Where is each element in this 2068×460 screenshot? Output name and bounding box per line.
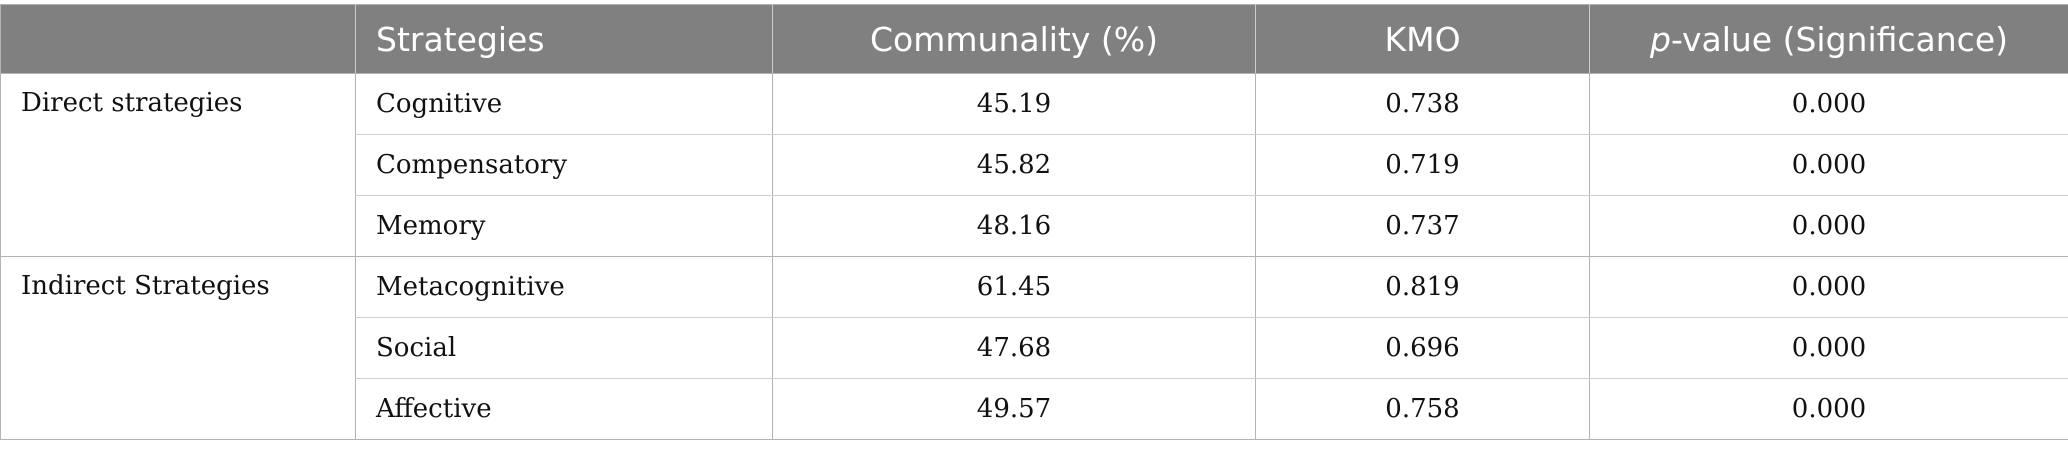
table-row: Compensatory 45.82 0.719 0.000 [1,134,2068,196]
p-value: 0.000 [1589,195,2068,257]
group-label: Direct strategies [0,73,356,257]
header-p-value: p-value (Significance) [1589,4,2068,74]
header-p-italic: p [1649,19,1671,59]
group-label: Indirect Strategies [0,256,356,440]
header-strategies: Strategies [355,4,773,74]
p-value: 0.000 [1589,317,2068,379]
communality-value: 49.57 [772,378,1256,440]
strategy-name: Compensatory [355,134,773,196]
header-group [0,4,356,74]
header-kmo: KMO [1255,4,1590,74]
p-value: 0.000 [1589,378,2068,440]
header-row: Strategies Communality (%) KMO p-value (… [0,4,2068,74]
strategy-name: Metacognitive [355,256,773,318]
p-value: 0.000 [1589,134,2068,196]
p-value: 0.000 [1589,256,2068,318]
kmo-value: 0.696 [1255,317,1590,379]
header-communality: Communality (%) [772,4,1256,74]
header-p-rest: -value (Significance) [1670,19,2008,59]
communality-value: 48.16 [772,195,1256,257]
strategies-table: Strategies Communality (%) KMO p-value (… [0,4,2068,440]
table-row: Social 47.68 0.696 0.000 [1,317,2068,379]
data-table-container: Strategies Communality (%) KMO p-value (… [0,4,2068,440]
strategy-name: Affective [355,378,773,440]
p-value: 0.000 [1589,73,2068,135]
table-row: Affective 49.57 0.758 0.000 [1,378,2068,440]
communality-value: 45.19 [772,73,1256,135]
kmo-value: 0.738 [1255,73,1590,135]
kmo-value: 0.719 [1255,134,1590,196]
table-row: Memory 48.16 0.737 0.000 [1,195,2068,257]
strategy-name: Social [355,317,773,379]
kmo-value: 0.737 [1255,195,1590,257]
communality-value: 47.68 [772,317,1256,379]
table-row: Direct strategies Cognitive 45.19 0.738 … [0,73,2068,257]
table-row: Indirect Strategies Metacognitive 61.45 … [0,256,2068,440]
communality-value: 61.45 [772,256,1256,318]
communality-value: 45.82 [772,134,1256,196]
strategy-name: Memory [355,195,773,257]
kmo-value: 0.758 [1255,378,1590,440]
kmo-value: 0.819 [1255,256,1590,318]
strategy-name: Cognitive [355,73,773,135]
